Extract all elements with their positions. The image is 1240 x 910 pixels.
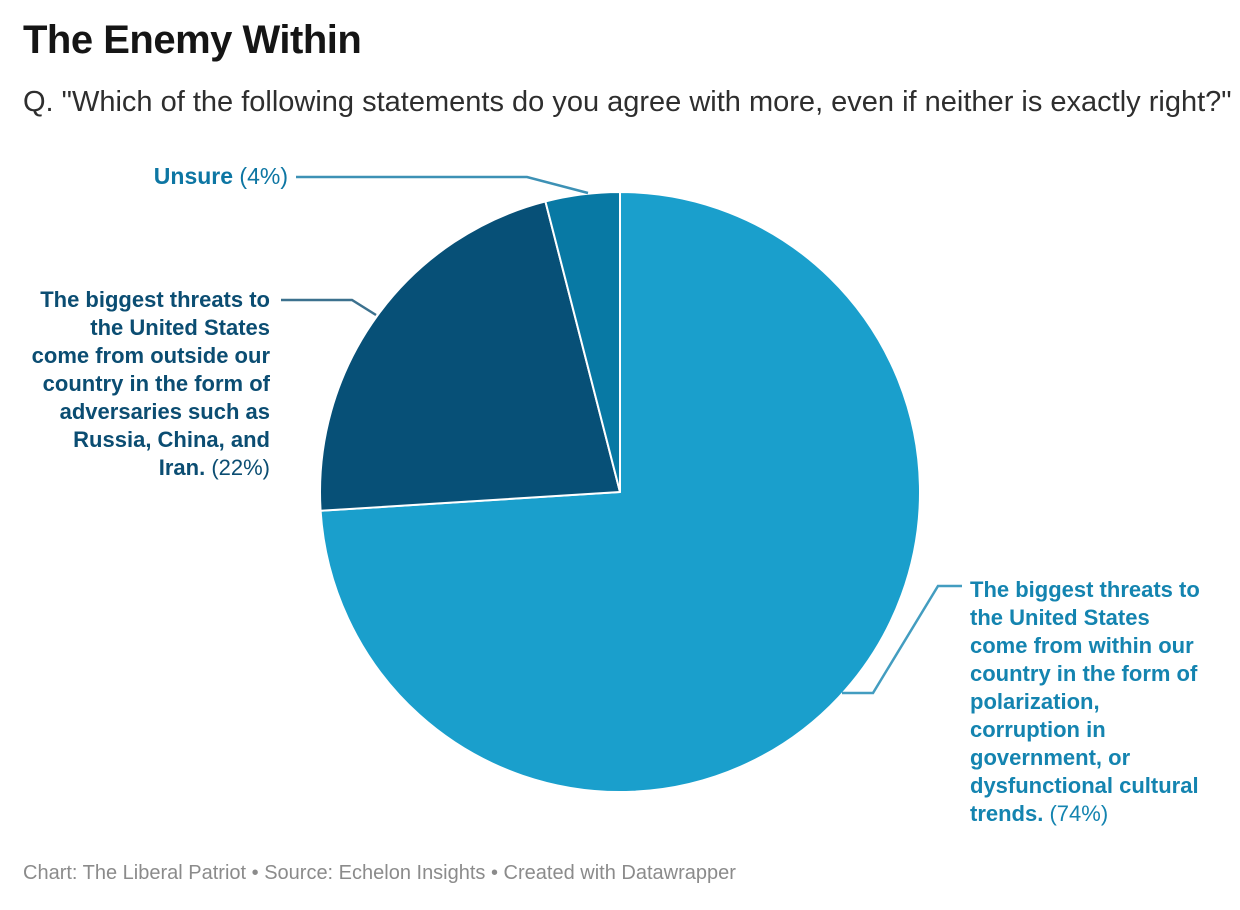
label-unsure: Unsure (4%) bbox=[153, 163, 288, 189]
percent-value: (74%) bbox=[1043, 801, 1109, 826]
connector-outside bbox=[281, 298, 377, 317]
connector-within bbox=[842, 584, 962, 695]
label-outside: The biggest threats to the United States c… bbox=[31, 287, 270, 480]
attribution-footer: Chart: The Liberal Patriot • Source: Ech… bbox=[23, 862, 736, 884]
percent-value: (4%) bbox=[233, 163, 288, 189]
pie-slice-outside[interactable] bbox=[319, 200, 621, 512]
label-within: The biggest threats to the United States c… bbox=[970, 577, 1200, 826]
chart-title: The Enemy Within bbox=[23, 18, 362, 62]
percent-value: (22%) bbox=[205, 455, 270, 480]
pie-slices bbox=[319, 190, 921, 793]
pie-slice-unsure[interactable] bbox=[544, 190, 621, 493]
connector-unsure bbox=[296, 175, 589, 195]
chart-question: Q. "Which of the following statements do… bbox=[23, 86, 1232, 118]
